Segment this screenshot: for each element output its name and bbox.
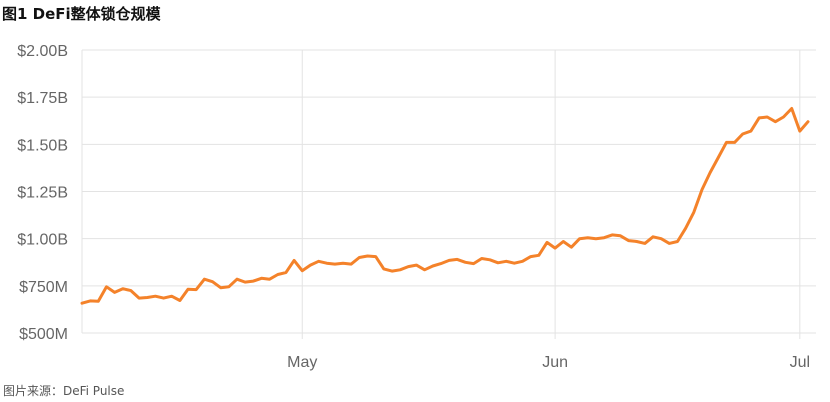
y-tick-label: $2.00B bbox=[17, 43, 68, 60]
y-tick-label: $1.00B bbox=[17, 232, 68, 249]
series-line-tvl bbox=[80, 107, 810, 305]
x-tick-label: Jul bbox=[790, 354, 810, 371]
gridlines bbox=[81, 49, 816, 339]
y-tick-label: $1.50B bbox=[17, 137, 68, 154]
y-tick-label: $1.75B bbox=[17, 90, 68, 107]
x-tick-label: May bbox=[287, 354, 317, 371]
y-tick-label: $750M bbox=[19, 279, 68, 296]
chart-container: $500M $750M $1.00B $1.25B $1.50B $1.75B $2.00B… bbox=[0, 28, 830, 378]
tvl-line-chart: $500M $750M $1.00B $1.25B $1.50B $1.75B $2.00B… bbox=[17, 43, 816, 371]
y-axis-ticks: $500M $750M $1.00B $1.25B $1.50B $1.75B $2.00B bbox=[17, 43, 68, 343]
x-axis-ticks: May Jun Jul bbox=[287, 354, 810, 371]
x-tick-label: Jun bbox=[542, 354, 568, 371]
y-tick-label: $1.25B bbox=[17, 185, 68, 202]
figure-title: 图1 DeFi整体锁仓规模 bbox=[2, 5, 161, 23]
y-tick-label: $500M bbox=[19, 326, 68, 343]
series-layer bbox=[80, 107, 810, 305]
figure-source: 图片来源：DeFi Pulse bbox=[3, 384, 125, 398]
